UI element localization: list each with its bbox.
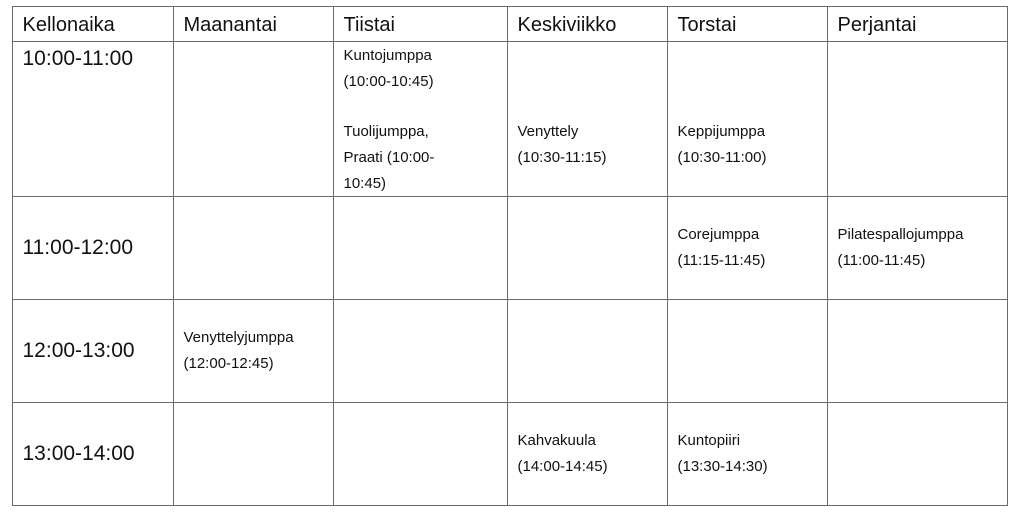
time-slot-label: 10:00-11:00 <box>22 46 134 70</box>
schedule-cell: Kahvakuula (14:00-14:45) <box>506 401 668 506</box>
activity-text: (10:30-11:15) <box>517 148 607 166</box>
activity-entry: Pilatespallojumppa (11:00-11:45) <box>838 222 997 274</box>
column-header: Torstai <box>666 5 828 42</box>
activity-text: (14:00-14:45) <box>517 457 608 475</box>
time-slot-label: 13:00-14:00 <box>22 441 135 465</box>
activity-text: Keppijumppa <box>677 122 766 140</box>
schedule-cell <box>332 298 508 403</box>
time-slot-cell: 13:00-14:00 <box>11 401 174 506</box>
activity-entry: Keppijumppa (10:30-11:00) <box>678 119 817 171</box>
activity-text: Venyttelyjumppa <box>183 328 294 346</box>
time-slot-label: 12:00-13:00 <box>22 338 135 362</box>
column-header-label: Kellonaika <box>22 13 115 36</box>
activity-text: (12:00-12:45) <box>183 354 274 372</box>
activity-text: Pilatespallojumppa <box>837 225 964 243</box>
column-header: Maanantai <box>172 5 334 42</box>
activity-text: (11:15-11:45) <box>677 251 766 269</box>
time-slot-cell: 12:00-13:00 <box>11 298 174 403</box>
activity-text: Tuolijumppa, <box>343 122 429 140</box>
schedule-cell <box>172 195 334 300</box>
schedule-cell <box>826 401 1008 506</box>
activity-entry: Venyttely (10:30-11:15) <box>518 119 657 171</box>
schedule-cell <box>666 298 828 403</box>
time-slot-cell: 10:00-11:00 <box>11 40 174 197</box>
activity-text: Praati (10:00- <box>343 148 435 166</box>
column-header-label: Maanantai <box>183 13 277 36</box>
schedule-cell <box>172 40 334 197</box>
activity-entry: Venyttelyjumppa (12:00-12:45) <box>184 325 323 377</box>
activity-entry: Corejumppa (11:15-11:45) <box>678 222 817 274</box>
activity-entry: Kuntopiiri (13:30-14:30) <box>678 428 817 480</box>
activity-text: (13:30-14:30) <box>677 457 768 475</box>
column-header: Kellonaika <box>11 5 174 42</box>
activity-entry: Kahvakuula (14:00-14:45) <box>518 428 657 480</box>
activity-entry: Kuntojumppa (10:00-10:45) <box>344 43 497 95</box>
column-header: Tiistai <box>332 5 508 42</box>
activity-text: (10:00-10:45) <box>343 72 434 90</box>
schedule-cell: Keppijumppa (10:30-11:00) <box>666 40 828 197</box>
activity-text: (10:30-11:00) <box>677 148 767 166</box>
schedule-cell <box>826 298 1008 403</box>
activity-text: (11:00-11:45) <box>837 251 926 269</box>
activity-entry: Tuolijumppa, Praati (10:00- 10:45) <box>344 119 497 197</box>
activity-text: Venyttely <box>517 122 579 140</box>
schedule-cell: Corejumppa (11:15-11:45) <box>666 195 828 300</box>
activity-text: 10:45) <box>343 174 387 192</box>
schedule-cell <box>506 195 668 300</box>
activity-text: Kuntojumppa <box>343 46 432 64</box>
schedule-cell <box>826 40 1008 197</box>
schedule-cell <box>172 401 334 506</box>
column-header-label: Tiistai <box>343 13 395 36</box>
time-slot-cell: 11:00-12:00 <box>11 195 174 300</box>
schedule-cell <box>332 195 508 300</box>
column-header-label: Perjantai <box>837 13 917 36</box>
schedule-cell <box>506 298 668 403</box>
activity-text: Kahvakuula <box>517 431 596 449</box>
schedule-cell: Venyttelyjumppa (12:00-12:45) <box>172 298 334 403</box>
schedule-cell: Kuntopiiri (13:30-14:30) <box>666 401 828 506</box>
schedule-cell: Kuntojumppa (10:00-10:45) Tuolijumppa, Praa… <box>332 40 508 197</box>
column-header-label: Torstai <box>677 13 737 36</box>
column-header: Keskiviikko <box>506 5 668 42</box>
activity-text: Kuntopiiri <box>677 431 741 449</box>
activity-text: Corejumppa <box>677 225 760 243</box>
column-header-label: Keskiviikko <box>517 13 617 36</box>
schedule-cell: Pilatespallojumppa (11:00-11:45) <box>826 195 1008 300</box>
schedule-cell <box>332 401 508 506</box>
schedule-cell: Venyttely (10:30-11:15) <box>506 40 668 197</box>
time-slot-label: 11:00-12:00 <box>22 235 134 259</box>
column-header: Perjantai <box>826 5 1008 42</box>
